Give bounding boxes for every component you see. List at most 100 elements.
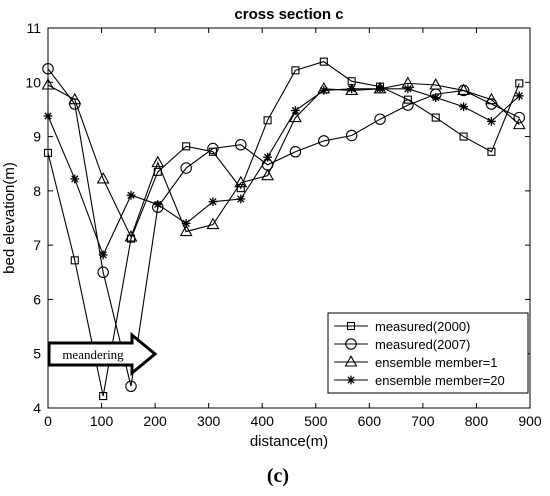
x-tick-label: 300 xyxy=(197,413,221,429)
data-point xyxy=(291,66,300,75)
data-point xyxy=(68,92,82,105)
legend-marker xyxy=(344,355,358,367)
y-tick-label: 8 xyxy=(33,183,41,199)
x-tick-label: 600 xyxy=(358,413,382,429)
data-point xyxy=(487,116,496,126)
series-layer xyxy=(41,57,526,401)
data-point xyxy=(207,142,219,155)
y-tick-label: 10 xyxy=(25,74,41,90)
y-tick-label: 6 xyxy=(33,291,41,307)
legend-marker xyxy=(345,338,357,350)
x-tick-label: 500 xyxy=(304,413,328,429)
data-point xyxy=(347,84,357,94)
data-point xyxy=(182,142,191,151)
chart-title: cross section c xyxy=(234,6,343,23)
data-point xyxy=(431,113,440,122)
data-point xyxy=(42,62,54,75)
data-point xyxy=(43,111,53,121)
data-point xyxy=(96,171,110,184)
legend-entry: measured(2000) xyxy=(334,319,470,334)
x-tick-label: 400 xyxy=(251,413,275,429)
series-4 xyxy=(43,84,524,260)
y-tick-label: 9 xyxy=(33,129,41,145)
data-point xyxy=(70,256,79,265)
meandering-arrow xyxy=(47,331,158,377)
legend-entry: measured(2007) xyxy=(334,337,470,352)
data-point xyxy=(319,57,328,66)
data-point xyxy=(125,380,137,393)
data-point xyxy=(459,132,468,141)
data-point xyxy=(126,234,136,243)
data-point xyxy=(318,135,330,147)
series-line xyxy=(47,61,520,397)
legend-label: ensemble member=1 xyxy=(375,355,497,370)
data-point xyxy=(70,174,80,184)
y-tick-label: 5 xyxy=(33,346,41,362)
data-point xyxy=(485,92,498,105)
x-tick-label: 700 xyxy=(411,413,435,429)
figure-caption: (c) xyxy=(267,465,289,487)
data-point xyxy=(374,113,386,125)
data-point xyxy=(179,224,193,237)
data-point xyxy=(288,110,302,123)
legend-label: measured(2007) xyxy=(375,337,470,352)
data-point xyxy=(459,102,468,112)
data-point xyxy=(235,138,247,151)
data-point xyxy=(402,99,414,111)
data-point xyxy=(319,86,329,95)
data-point xyxy=(512,117,526,130)
data-point xyxy=(375,84,385,94)
data-point xyxy=(124,230,138,242)
data-point xyxy=(345,83,359,95)
data-point xyxy=(98,250,108,260)
x-tick-label: 0 xyxy=(44,413,52,429)
data-point xyxy=(97,266,109,279)
data-point xyxy=(291,106,300,115)
data-point xyxy=(345,129,358,142)
meandering-label: meandering xyxy=(62,347,124,362)
x-axis-label: distance(m) xyxy=(250,433,328,450)
data-point xyxy=(514,91,524,101)
legend-label: ensemble member=20 xyxy=(375,373,505,388)
series-line xyxy=(47,82,520,239)
data-point xyxy=(403,84,413,94)
y-axis-label: bed elevation(m) xyxy=(1,162,18,274)
x-tick-label: 100 xyxy=(90,413,114,429)
series-2 xyxy=(42,62,526,393)
axis-ticks: 0 100 200 300 400 500 600 700 800 900 4 5 6 7 8 9 10 11 xyxy=(25,20,541,429)
data-point xyxy=(181,219,191,228)
x-tick-label: 900 xyxy=(518,413,542,429)
data-point xyxy=(403,95,412,104)
y-tick-label: 4 xyxy=(33,400,41,416)
data-point xyxy=(234,175,248,188)
data-point xyxy=(206,217,220,230)
data-point xyxy=(515,79,524,88)
series-line xyxy=(47,88,520,257)
data-point xyxy=(43,148,53,157)
data-point xyxy=(41,78,55,90)
legend-entry: ensemble member=20 xyxy=(334,373,505,388)
data-point xyxy=(431,93,441,102)
data-point xyxy=(126,190,136,200)
data-point xyxy=(513,111,526,124)
data-point xyxy=(263,116,272,125)
legend: measured(2000) measured(2007) ensemble mem… xyxy=(327,312,529,394)
data-point xyxy=(457,83,471,95)
data-point xyxy=(429,78,443,90)
data-point xyxy=(487,147,496,156)
data-point xyxy=(208,197,218,207)
y-tick-label: 11 xyxy=(26,20,41,36)
data-point xyxy=(99,392,108,401)
data-point xyxy=(263,152,272,162)
legend-marker xyxy=(346,321,356,331)
data-point xyxy=(236,194,246,204)
data-point xyxy=(153,200,163,209)
legend-marker xyxy=(346,375,356,385)
data-point xyxy=(289,146,302,158)
y-tick-label: 7 xyxy=(33,237,41,253)
meandering-annotation: meandering xyxy=(47,331,158,377)
data-point xyxy=(180,162,192,174)
legend-label: measured(2000) xyxy=(375,319,470,334)
data-point xyxy=(261,168,275,181)
